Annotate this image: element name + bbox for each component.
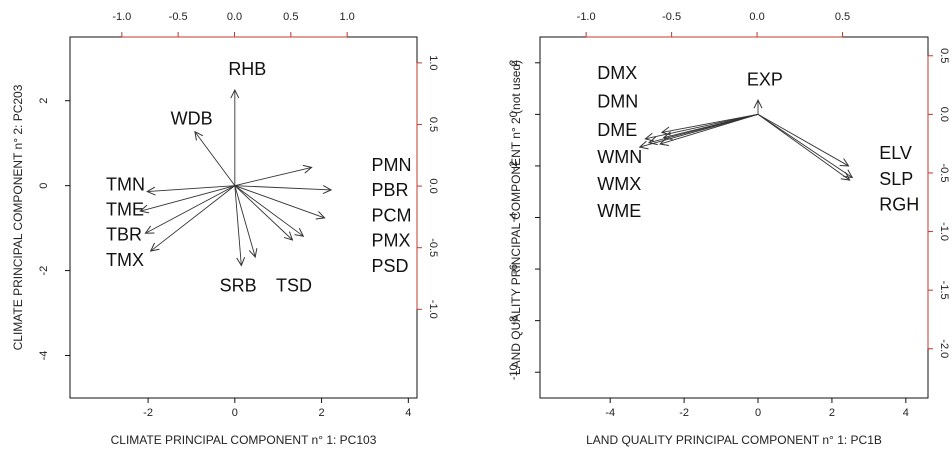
x-tick-label: -2	[143, 407, 153, 419]
top-tick-label: 0.0	[749, 11, 764, 23]
loading-arrow	[145, 185, 236, 234]
y-tick-label: -2	[38, 266, 50, 276]
variable-label: TSD	[276, 275, 312, 295]
right-tick-label: -2.0	[938, 339, 950, 358]
x-tick-label: -4	[605, 407, 615, 419]
right-tick-label: 0.5	[938, 48, 950, 63]
variable-label: RGH	[879, 195, 919, 215]
variable-label: WMX	[597, 174, 641, 194]
top-tick-label: 0.0	[227, 11, 242, 23]
x-axis-title: CLIMATE PRINCIPAL COMPONENT n° 1: PC103	[111, 433, 377, 447]
variable-label: TBR	[106, 225, 142, 245]
top-tick-label: -0.5	[169, 11, 188, 23]
variable-label: DMN	[597, 92, 638, 112]
x-tick-label: 0	[232, 407, 238, 419]
variable-label: EXP	[747, 70, 783, 90]
loading-arrow	[645, 113, 759, 138]
loading-arrow	[234, 185, 255, 257]
land-quality-biplot-panel: -4 -2 0 2 4 -10 -8 -6 -4 -2 0 2 -1.0 -0.5 0.0 0.5 -2.0 -1…	[508, 11, 950, 447]
variable-label: TMX	[106, 250, 144, 270]
loading-arrow	[147, 185, 235, 192]
y-axis-title: CLIMATE PRINCIPAL COMPONENT n° 2: PC203	[11, 84, 25, 350]
loading-arrow	[757, 113, 849, 166]
variable-label: RHB	[228, 59, 266, 79]
top-tick-label: -0.5	[662, 11, 681, 23]
y-tick-label: 2	[38, 98, 50, 104]
loading-arrow	[757, 113, 850, 180]
y-tick-label: -2	[508, 161, 520, 171]
variable-label: WDB	[171, 109, 213, 129]
top-tick-label: -1.0	[112, 11, 131, 23]
loading-arrow	[757, 113, 852, 177]
variable-label: PCM	[371, 205, 411, 225]
x-axis-title: LAND QUALITY PRINCIPAL COMPONENT n° 1: P…	[586, 433, 882, 447]
y-tick-label: 0	[38, 183, 50, 189]
variable-label: SLP	[879, 169, 913, 189]
y-tick-label: -6	[508, 264, 520, 274]
loading-arrow	[662, 113, 759, 132]
loading-arrow	[234, 185, 293, 240]
climate-biplot-panel: -2 0 2 4 -4 -2 0 2 -1.0 -0.5 0.0 0.5 1.0 -1.0 -0.5 0.0 0…	[11, 11, 439, 447]
right-tick-label: -1.5	[938, 281, 950, 300]
x-tick-label: 2	[319, 407, 325, 419]
loading-arrow	[234, 186, 331, 190]
variable-label: ELV	[879, 143, 912, 163]
loading-arrow	[660, 113, 759, 144]
x-tick-label: 4	[405, 407, 411, 419]
right-tick-label: -0.5	[427, 238, 439, 257]
variable-label: DMX	[597, 63, 637, 83]
loading-arrow	[234, 185, 304, 237]
variable-label: PMN	[371, 155, 411, 175]
loading-arrow	[234, 185, 325, 218]
loading-arrow	[140, 185, 235, 211]
x-tick-label: 2	[829, 407, 835, 419]
right-tick-label: -1.0	[427, 300, 439, 319]
variable-label: SRB	[220, 275, 257, 295]
top-tick-label: -1.0	[577, 11, 596, 23]
y-tick-label: 0	[508, 111, 520, 117]
variable-label: TME	[106, 199, 144, 219]
variable-label: PMX	[371, 230, 410, 250]
variable-label: PBR	[371, 180, 408, 200]
variable-label: DME	[597, 120, 637, 140]
right-tick-label: -0.5	[938, 163, 950, 182]
variable-label: WMN	[597, 147, 642, 167]
y-tick-label: -4	[38, 351, 50, 361]
loading-arrow	[234, 167, 312, 187]
x-tick-label: -2	[679, 407, 689, 419]
variable-label: PSD	[371, 256, 408, 276]
loading-arrow	[234, 185, 242, 266]
top-tick-label: 0.5	[283, 11, 298, 23]
right-tick-label: 0.0	[938, 107, 950, 122]
x-tick-label: 4	[903, 407, 909, 419]
loading-arrow	[195, 132, 236, 186]
y-tick-label: -8	[508, 316, 520, 326]
loading-arrow	[664, 113, 759, 137]
right-tick-label: 1.0	[427, 55, 439, 70]
loading-arrow	[151, 185, 236, 251]
top-tick-label: 0.5	[835, 11, 850, 23]
right-tick-label: 0.5	[427, 117, 439, 132]
y-tick-label: 2	[508, 60, 520, 66]
right-tick-label: -1.0	[938, 222, 950, 241]
y-tick-label: -10	[508, 364, 520, 380]
x-tick-label: 0	[755, 407, 761, 419]
y-tick-label: -4	[508, 213, 520, 223]
y-axis-title: LAND QUALITY PRINCIPAL COMPONENT n° 2 (n…	[509, 60, 523, 375]
top-tick-label: 1.0	[340, 11, 355, 23]
variable-label: TMN	[106, 174, 145, 194]
right-tick-label: 0.0	[427, 178, 439, 193]
variable-label: WME	[597, 201, 641, 221]
